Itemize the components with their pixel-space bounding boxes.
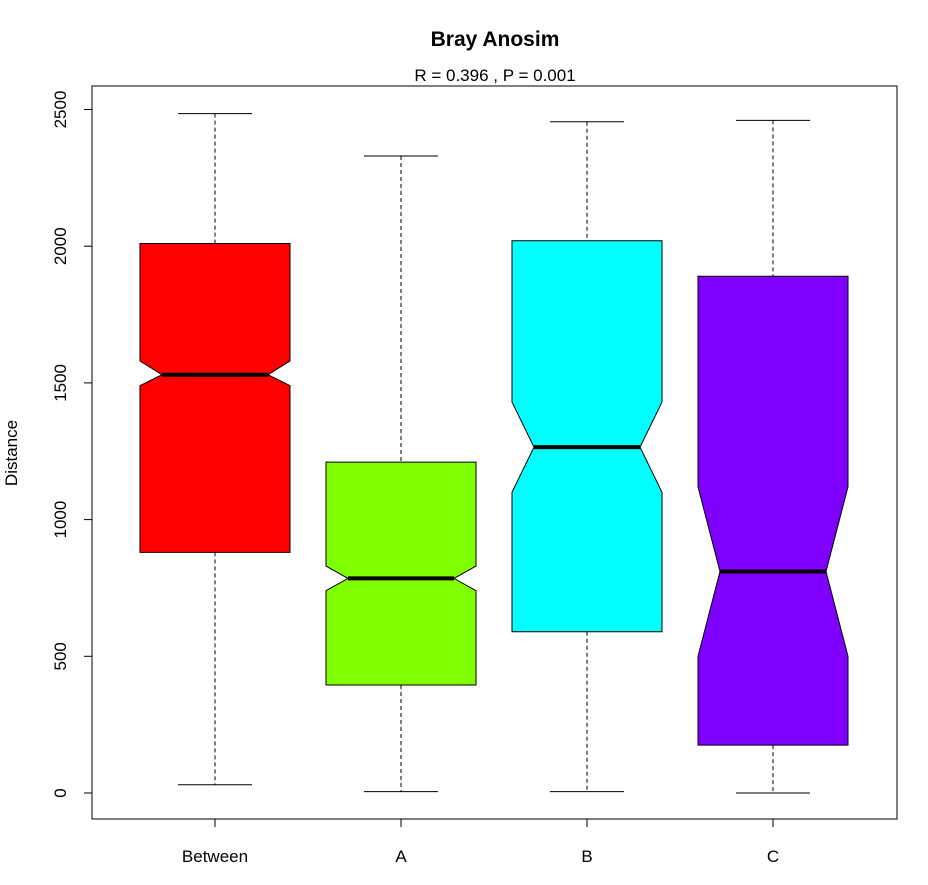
x-tick-label: B (581, 847, 592, 866)
y-tick-label: 1000 (51, 501, 70, 539)
y-tick-label: 2000 (51, 227, 70, 265)
y-tick-label: 500 (51, 642, 70, 670)
x-tick-label: A (395, 847, 407, 866)
x-tick-label: Between (182, 847, 248, 866)
y-axis-label: Distance (2, 420, 21, 486)
y-axis: 0 500 1000 1500 2000 2500 (51, 91, 93, 798)
box-series (139, 113, 849, 794)
box-b (511, 240, 663, 633)
x-tick-label: C (767, 847, 779, 866)
chart-title: Bray Anosim (431, 28, 560, 51)
box-c (697, 275, 849, 746)
y-tick-label: 2500 (51, 91, 70, 129)
box-between (139, 242, 291, 553)
chart-subtitle: R = 0.396 , P = 0.001 (414, 66, 575, 85)
y-tick-label: 0 (51, 788, 70, 797)
box-a (325, 461, 477, 686)
x-axis: Between A B C (182, 818, 779, 866)
y-tick-label: 1500 (51, 364, 70, 402)
